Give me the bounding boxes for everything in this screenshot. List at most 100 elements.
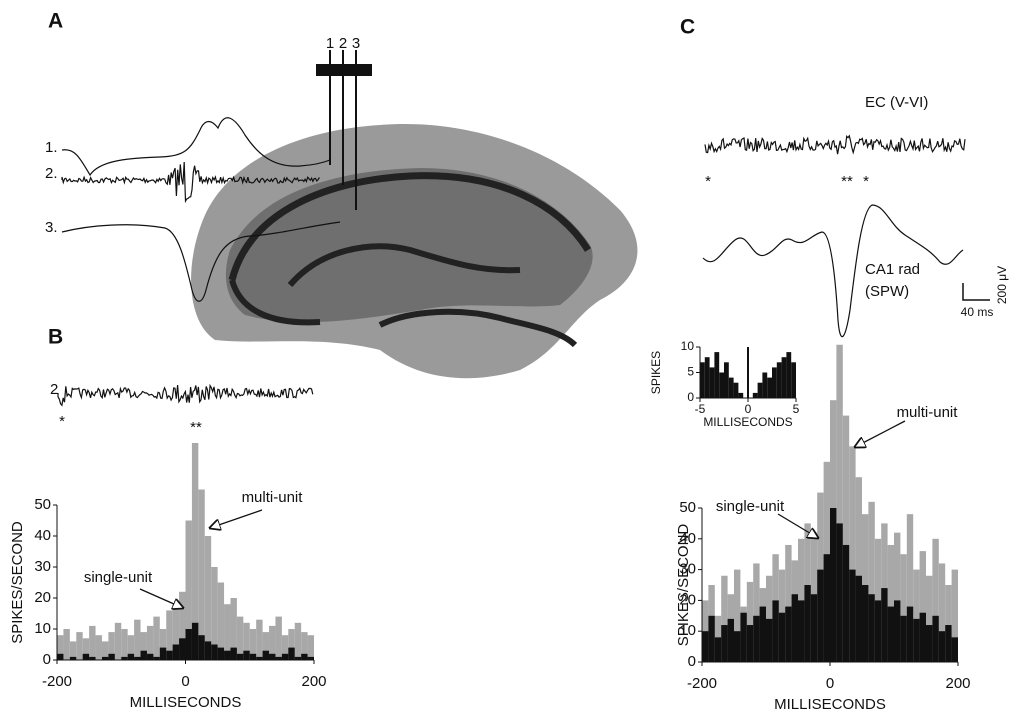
y-tick-label: 50 bbox=[679, 499, 696, 516]
histology bbox=[191, 124, 637, 378]
bar bbox=[868, 594, 874, 662]
x-tick-label: -200 bbox=[42, 673, 72, 690]
bar bbox=[952, 637, 958, 662]
bar bbox=[96, 635, 102, 660]
bar bbox=[301, 654, 307, 660]
bar bbox=[932, 616, 938, 662]
y-tick-label: 0 bbox=[688, 653, 696, 670]
trace-label: 3. bbox=[45, 219, 58, 236]
bar bbox=[724, 362, 729, 398]
y-axis-label: SPIKES/SECOND bbox=[675, 524, 692, 647]
bar bbox=[894, 600, 900, 662]
bar bbox=[817, 570, 823, 662]
bar bbox=[875, 600, 881, 662]
electrode-label: 3 bbox=[352, 35, 360, 52]
bar bbox=[926, 625, 932, 662]
bar bbox=[295, 623, 301, 660]
spike-marker: * bbox=[705, 173, 711, 190]
y-tick-label: 5 bbox=[687, 365, 694, 379]
bar bbox=[308, 635, 314, 660]
y-tick-label: 0 bbox=[43, 651, 51, 668]
bar bbox=[811, 594, 817, 662]
y-tick-label: 30 bbox=[34, 558, 51, 575]
x-tick-label: 0 bbox=[745, 402, 752, 416]
trace-label: 1. bbox=[45, 139, 58, 156]
bar bbox=[205, 641, 211, 660]
trace-b bbox=[58, 385, 313, 405]
bar bbox=[714, 352, 719, 398]
annotation-arrow bbox=[210, 510, 262, 528]
bar bbox=[798, 600, 804, 662]
spike-marker: ** bbox=[190, 419, 202, 436]
trace-ec bbox=[705, 136, 965, 154]
panel-label: B bbox=[48, 326, 63, 349]
bar bbox=[141, 651, 147, 660]
y-tick-label: 20 bbox=[34, 589, 51, 606]
bar bbox=[791, 362, 796, 398]
bar bbox=[243, 651, 249, 660]
bar bbox=[705, 357, 710, 398]
bar bbox=[729, 378, 734, 398]
bar bbox=[824, 554, 830, 662]
bar bbox=[721, 625, 727, 662]
bar bbox=[804, 585, 810, 662]
bar bbox=[153, 617, 159, 660]
bar bbox=[753, 393, 758, 398]
bar bbox=[147, 654, 153, 660]
bar bbox=[250, 654, 256, 660]
bar bbox=[121, 629, 127, 660]
x-tick-label: 200 bbox=[945, 675, 970, 692]
bar bbox=[762, 373, 767, 399]
bar bbox=[792, 594, 798, 662]
bar bbox=[166, 651, 172, 660]
bar bbox=[753, 616, 759, 662]
spike-marker: ** bbox=[841, 173, 853, 190]
bar bbox=[738, 393, 743, 398]
figure: A B C 1. 2. 3. 1 2 3 2 * ** EC (V-VI) * … bbox=[0, 0, 1016, 715]
x-axis-label: MILLISECONDS bbox=[774, 696, 886, 713]
x-axis-label: MILLISECONDS bbox=[130, 694, 242, 711]
bar bbox=[767, 378, 772, 398]
bar bbox=[856, 576, 862, 662]
x-tick-label: 200 bbox=[301, 673, 326, 690]
x-tick-label: 0 bbox=[826, 675, 834, 692]
bar bbox=[740, 613, 746, 662]
bar bbox=[237, 617, 243, 660]
bar bbox=[57, 654, 63, 660]
bar bbox=[198, 635, 204, 660]
bar bbox=[76, 632, 82, 660]
scale-label: 40 ms bbox=[961, 305, 994, 319]
bar bbox=[836, 523, 842, 662]
bar bbox=[224, 651, 230, 660]
y-axis-label: SPIKES bbox=[649, 351, 663, 394]
bar bbox=[700, 362, 705, 398]
bar bbox=[766, 619, 772, 662]
x-tick-label: 0 bbox=[181, 673, 189, 690]
y-axis-label: SPIKES/SECOND bbox=[9, 521, 26, 644]
y-tick-label: 10 bbox=[34, 620, 51, 637]
x-tick-label: -200 bbox=[687, 675, 717, 692]
bar bbox=[760, 607, 766, 662]
bar bbox=[198, 490, 204, 661]
bar bbox=[108, 654, 114, 660]
bar bbox=[115, 623, 121, 660]
scale-bar bbox=[963, 283, 990, 300]
bar bbox=[160, 648, 166, 660]
series-annotation: multi-unit bbox=[897, 404, 959, 421]
bar bbox=[134, 620, 140, 660]
bar bbox=[830, 508, 836, 662]
bar bbox=[849, 570, 855, 662]
trace-label: 2 bbox=[50, 381, 58, 398]
bar bbox=[920, 613, 926, 662]
annotation-arrow bbox=[855, 421, 905, 447]
y-tick-label: 0 bbox=[687, 390, 694, 404]
bar bbox=[237, 654, 243, 660]
spike-marker: * bbox=[863, 173, 869, 190]
bar bbox=[269, 654, 275, 660]
bar bbox=[913, 619, 919, 662]
bar bbox=[843, 545, 849, 662]
bar bbox=[747, 625, 753, 662]
bar bbox=[708, 616, 714, 662]
bar bbox=[63, 629, 69, 660]
bar bbox=[900, 616, 906, 662]
